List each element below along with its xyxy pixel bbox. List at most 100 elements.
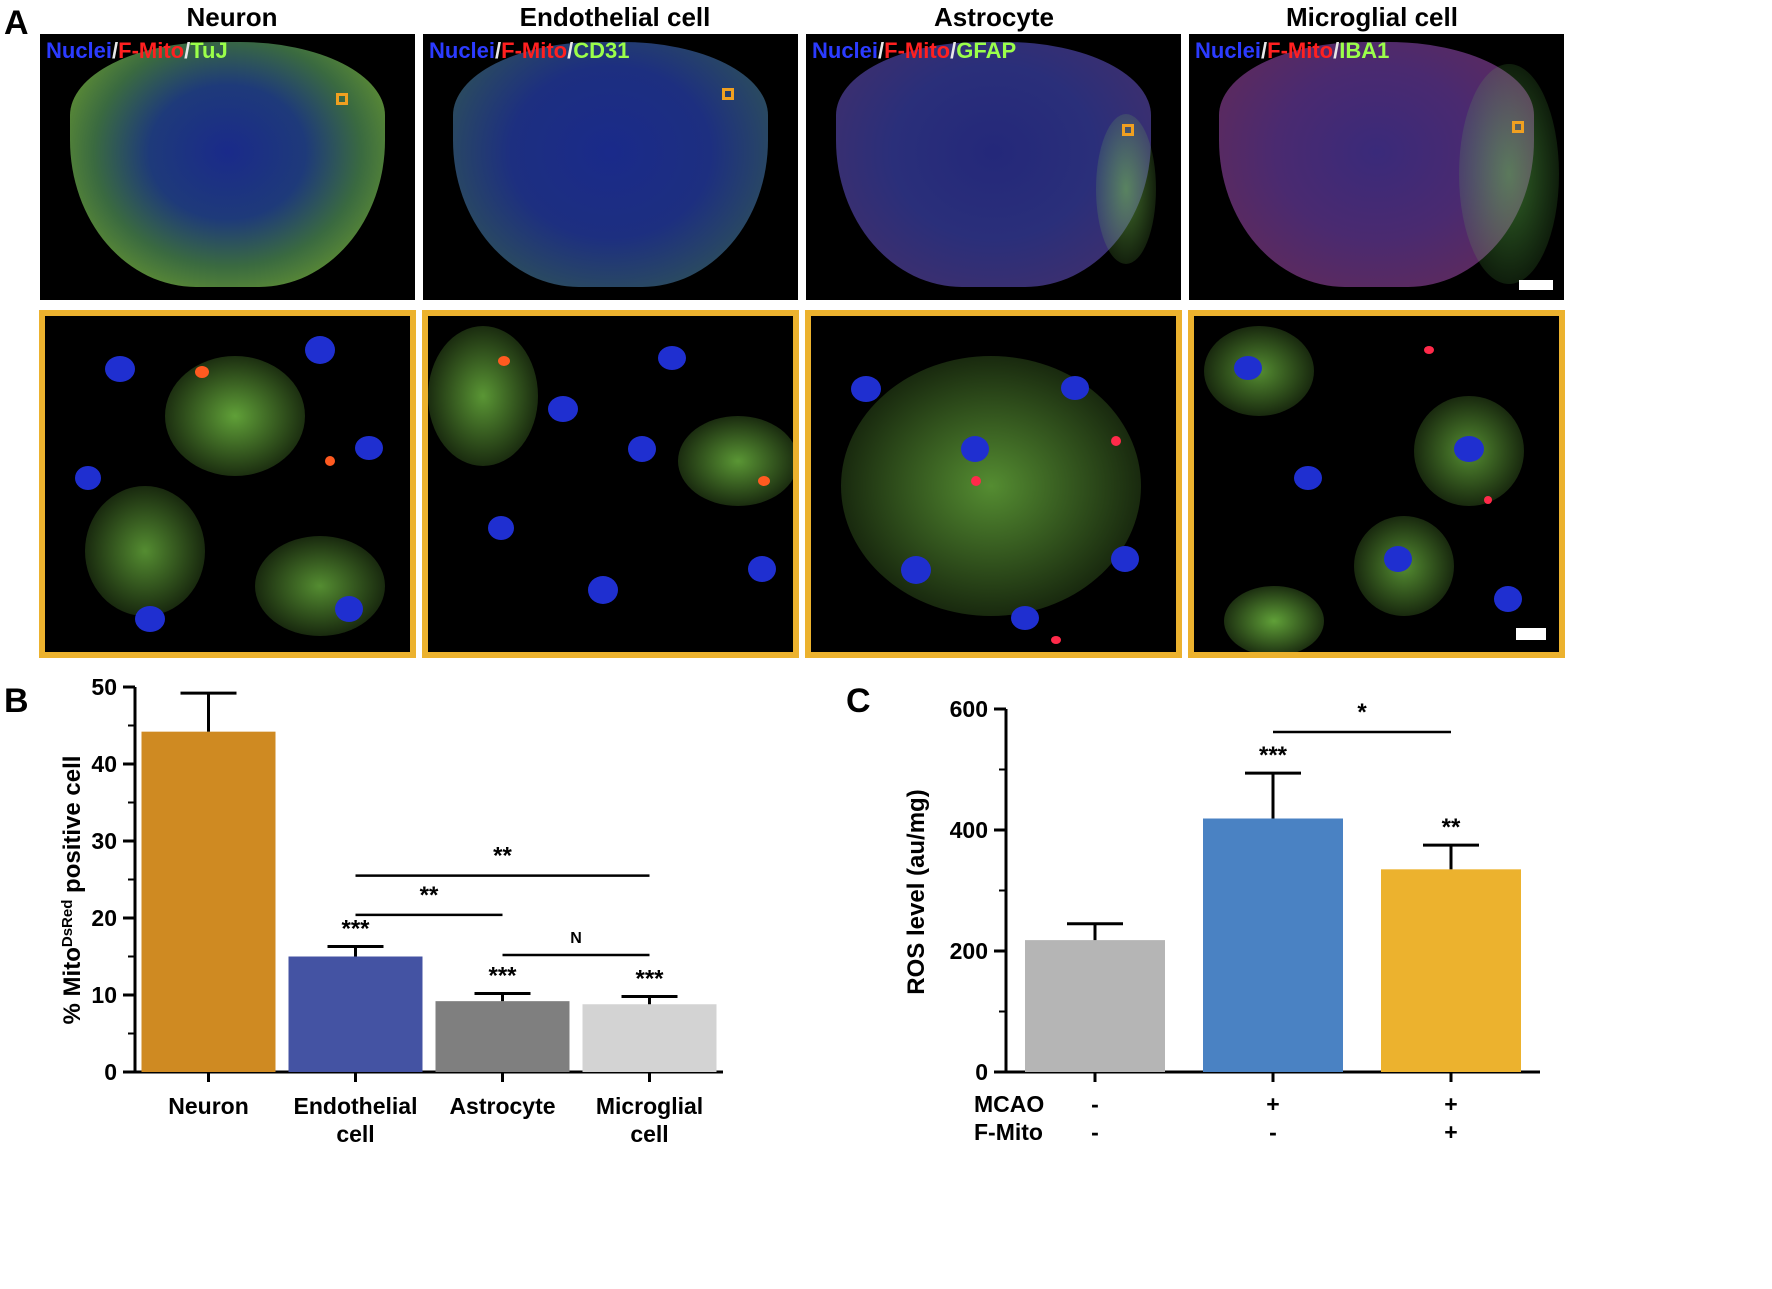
bar bbox=[141, 731, 276, 1072]
y-tick-label: 0 bbox=[104, 1059, 117, 1085]
nucleus bbox=[658, 346, 686, 370]
nucleus bbox=[961, 436, 989, 462]
y-tick-label: 0 bbox=[975, 1059, 988, 1085]
nucleus bbox=[488, 516, 514, 540]
panel-label-b: B bbox=[4, 682, 29, 720]
condition-value: + bbox=[1266, 1091, 1279, 1117]
bar bbox=[288, 956, 423, 1072]
panel-label-a: A bbox=[4, 4, 29, 42]
cell-green bbox=[165, 356, 305, 476]
nucleus bbox=[355, 436, 383, 460]
nucleus bbox=[305, 336, 335, 364]
comparison-label: ** bbox=[493, 843, 512, 870]
nucleus bbox=[1384, 546, 1412, 572]
zoom-image-endothelial bbox=[422, 310, 799, 658]
x-tick-label: cell bbox=[336, 1121, 374, 1147]
y-axis-label-suffix: positive cell bbox=[59, 756, 86, 900]
mito-dot bbox=[1424, 346, 1434, 354]
stain-nuclei: Nuclei bbox=[429, 38, 496, 63]
stain-nuclei: Nuclei bbox=[1195, 38, 1262, 63]
y-tick-label: 10 bbox=[91, 982, 117, 1008]
nucleus bbox=[588, 576, 618, 604]
stain-sep: / bbox=[878, 38, 885, 63]
condition-value: - bbox=[1269, 1119, 1277, 1145]
zoom-image-microglial bbox=[1188, 310, 1565, 658]
mito-dot bbox=[1111, 436, 1121, 446]
condition-value: + bbox=[1444, 1091, 1457, 1117]
nucleus bbox=[851, 376, 881, 402]
nucleus bbox=[1011, 606, 1039, 630]
significance-label: *** bbox=[488, 962, 517, 989]
mito-dot bbox=[1484, 496, 1492, 504]
comparison-label: * bbox=[1357, 699, 1367, 726]
y-tick-label: 30 bbox=[91, 828, 117, 854]
condition-row-label: F-Mito bbox=[974, 1119, 1043, 1145]
x-tick-label: Neuron bbox=[168, 1093, 249, 1119]
bar bbox=[435, 1001, 570, 1072]
brain-image-neuron: Nuclei/F-Mito/TuJ bbox=[40, 34, 415, 300]
condition-value: - bbox=[1091, 1091, 1099, 1117]
nucleus bbox=[1234, 356, 1262, 380]
stain-legend: Nuclei/F-Mito/GFAP bbox=[812, 38, 1016, 64]
nucleus bbox=[335, 596, 363, 622]
y-tick-label: 600 bbox=[950, 696, 988, 722]
x-tick-label: cell bbox=[630, 1121, 668, 1147]
stain-sep: / bbox=[1261, 38, 1268, 63]
roi-marker bbox=[722, 88, 734, 100]
stain-sep: / bbox=[1333, 38, 1340, 63]
vessel-green bbox=[428, 326, 538, 466]
significance-label: *** bbox=[341, 915, 370, 942]
vessel-green bbox=[678, 416, 793, 506]
nucleus bbox=[548, 396, 578, 422]
y-tick-label: 400 bbox=[950, 817, 988, 843]
lesion-glow bbox=[1096, 114, 1156, 264]
column-title-astrocyte: Astrocyte bbox=[934, 2, 1054, 32]
roi-marker bbox=[336, 93, 348, 105]
stain-sep: / bbox=[495, 38, 502, 63]
stain-sep: / bbox=[112, 38, 119, 63]
column-title-neuron: Neuron bbox=[186, 2, 278, 32]
zoom-image-astrocyte bbox=[805, 310, 1182, 658]
nucleus bbox=[748, 556, 776, 582]
stain-legend: Nuclei/F-Mito/CD31 bbox=[429, 38, 630, 64]
y-tick-label: 50 bbox=[91, 674, 117, 700]
nucleus bbox=[1111, 546, 1139, 572]
nucleus bbox=[105, 356, 135, 382]
brain-image-endothelial: Nuclei/F-Mito/CD31 bbox=[423, 34, 798, 300]
column-title-microglial: Microglial cell bbox=[1286, 2, 1458, 32]
y-axis-label: ROS level (au/mg) bbox=[903, 789, 930, 994]
column-title-endothelial: Endothelial cell bbox=[519, 2, 711, 32]
bar bbox=[582, 1004, 717, 1072]
bar bbox=[1381, 869, 1521, 1072]
brain-image-astrocyte: Nuclei/F-Mito/GFAP bbox=[806, 34, 1181, 300]
stain-sep: / bbox=[950, 38, 957, 63]
stain-legend: Nuclei/F-Mito/IBA1 bbox=[1195, 38, 1389, 64]
significance-label: *** bbox=[1259, 742, 1288, 769]
mito-dot bbox=[971, 476, 981, 486]
brain-slice bbox=[453, 41, 768, 287]
y-tick-label: 200 bbox=[950, 938, 988, 964]
stain-marker: CD31 bbox=[573, 38, 630, 63]
y-axis-label: % MitoDsRed positive cell bbox=[59, 756, 87, 1025]
chart-panel-b: 01020304050Neuron***Endothelialcell***As… bbox=[59, 674, 723, 1147]
comparison-label: N bbox=[570, 930, 582, 947]
mito-dot bbox=[325, 456, 335, 466]
stain-legend: Nuclei/F-Mito/TuJ bbox=[46, 38, 228, 64]
nucleus bbox=[1061, 376, 1089, 400]
comparison-label: ** bbox=[420, 882, 439, 909]
roi-marker bbox=[1122, 124, 1134, 136]
brain-slice bbox=[70, 41, 385, 287]
significance-label: ** bbox=[1442, 814, 1461, 841]
y-tick-label: 40 bbox=[91, 751, 117, 777]
stain-fmito: F-Mito bbox=[884, 38, 951, 63]
stain-marker: GFAP bbox=[956, 38, 1017, 63]
nucleus bbox=[901, 556, 931, 584]
y-axis-label-main: % Mito bbox=[59, 947, 86, 1024]
nucleus bbox=[135, 606, 165, 632]
x-tick-label: Microglial bbox=[596, 1093, 703, 1119]
mito-dot bbox=[758, 476, 770, 486]
nucleus bbox=[1294, 466, 1322, 490]
microglia-green bbox=[1224, 586, 1324, 652]
stain-nuclei: Nuclei bbox=[46, 38, 113, 63]
mito-dot bbox=[195, 366, 209, 378]
